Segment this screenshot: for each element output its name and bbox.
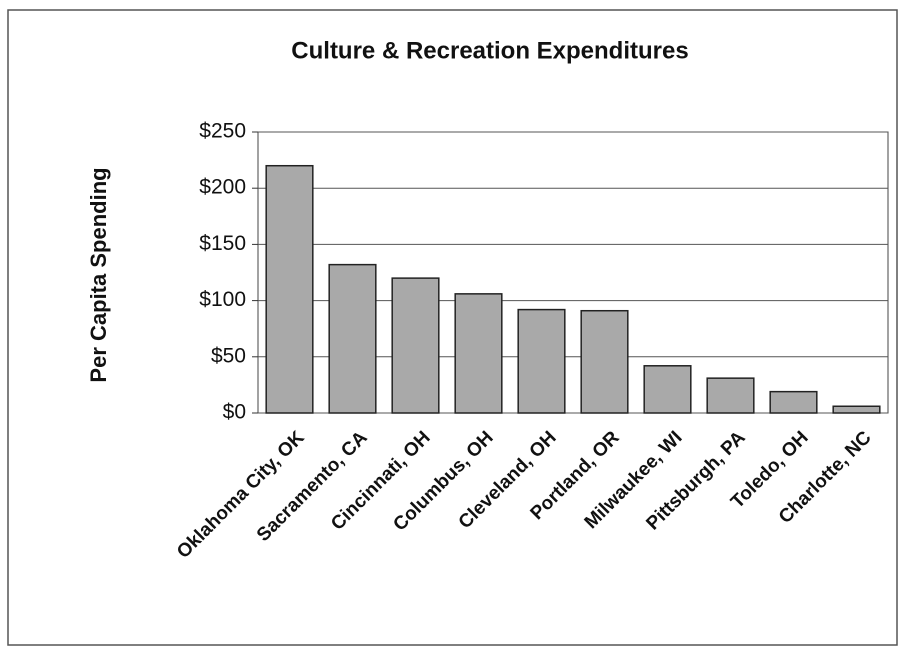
y-tick-label: $150 (199, 232, 246, 255)
bar (643, 365, 692, 414)
y-tick-label: $200 (199, 176, 246, 199)
bar (391, 277, 440, 414)
chart-title: Culture & Recreation Expenditures (291, 37, 688, 64)
y-tick-label: $250 (199, 120, 246, 143)
bar (769, 390, 818, 414)
bar (454, 293, 503, 414)
bar (832, 405, 881, 414)
y-tick-label: $50 (211, 344, 246, 367)
bar (706, 377, 755, 414)
bar (265, 164, 314, 414)
chart-border (7, 9, 898, 646)
bar (328, 263, 377, 414)
y-tick-label: $100 (199, 288, 246, 311)
bar (517, 308, 566, 414)
y-tick-label: $0 (223, 401, 246, 424)
x-tick-label: Sacramento, CA (253, 427, 372, 546)
bar (580, 309, 629, 414)
y-axis-label: Per Capita Spending (86, 167, 111, 382)
